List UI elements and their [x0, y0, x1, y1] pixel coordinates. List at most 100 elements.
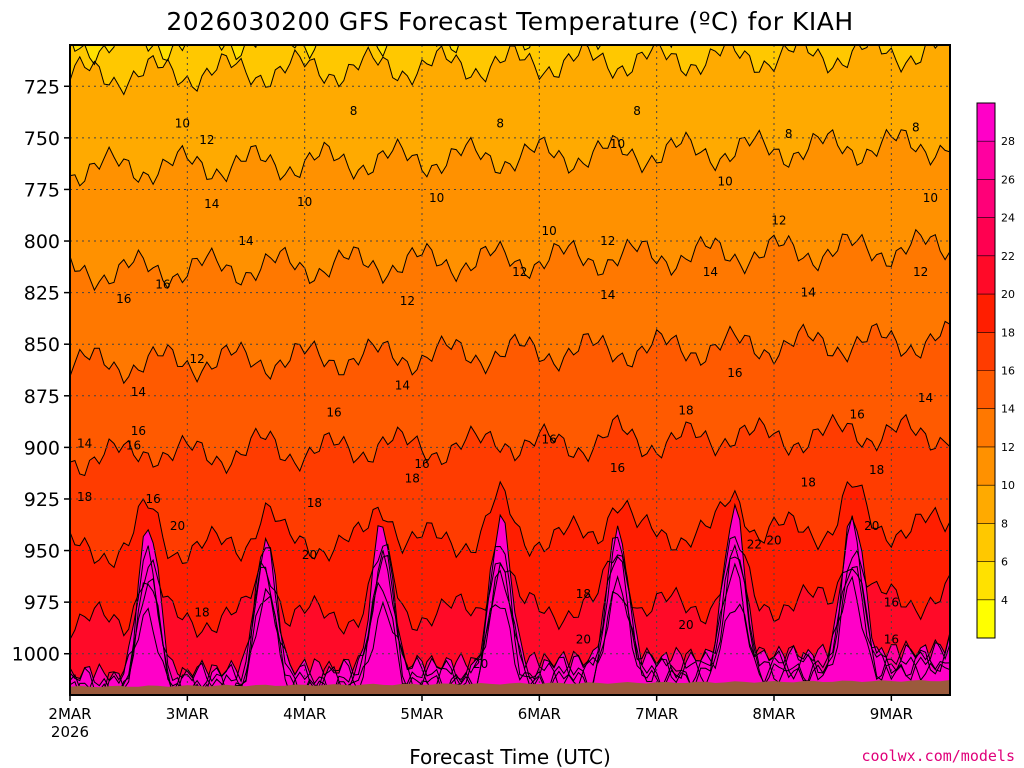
contour-label: 10: [175, 117, 190, 131]
colorbar-swatch: [977, 561, 995, 601]
isotherm-26: [75, 543, 950, 695]
contour-label: 8: [350, 104, 358, 118]
isotherm-10: [70, 128, 950, 187]
colorbar-swatch: [977, 255, 995, 295]
isotherm-28: [70, 515, 950, 695]
contour-label: 16: [155, 277, 170, 291]
contour-label: 8: [785, 127, 793, 141]
contour-label: 18: [405, 471, 420, 485]
contour-label: 10: [541, 224, 556, 238]
contour-label: 18: [576, 587, 591, 601]
contour-label: 16: [116, 292, 131, 306]
y-tick-label-975: 975: [24, 592, 60, 614]
colorbar-swatch: [977, 523, 995, 563]
colorbar-swatch: [977, 599, 995, 639]
contour-label: 14: [801, 286, 816, 300]
contour-label: 14: [131, 385, 146, 399]
contour-label: 10: [297, 195, 312, 209]
contour-label: 16: [414, 457, 429, 471]
contour-label: 16: [884, 632, 899, 646]
contour-label: 12: [199, 133, 214, 147]
contour-label: 10: [610, 137, 625, 151]
colorbar-label-28: 28: [1001, 135, 1015, 148]
isotherm-16: [70, 413, 950, 477]
x-tick-label-9MAR: 9MAR: [870, 705, 913, 723]
isotherm-12: [70, 228, 950, 292]
y-tick-label-825: 825: [24, 283, 60, 305]
colorbar-label-12: 12: [1001, 441, 1015, 454]
colorbar-swatch: [977, 446, 995, 486]
contour-label: 20: [170, 519, 185, 533]
colorbar: 4 6 8 10 12 14 16 18 20 22 24 26 28: [976, 102, 1015, 639]
contour-label: 20: [302, 548, 317, 562]
colorbar-label-24: 24: [1001, 212, 1015, 225]
contour-label: 12: [771, 214, 786, 228]
colorbar-swatch: [977, 217, 995, 257]
y-tick-label-750: 750: [24, 128, 60, 150]
colorbar-swatch: [977, 332, 995, 371]
contour-label: 16: [727, 366, 742, 380]
colorbar-label-14: 14: [1001, 403, 1015, 416]
contour-label: 8: [633, 104, 641, 118]
contour-label: 12: [913, 265, 928, 279]
colorbar-label-20: 20: [1001, 288, 1015, 301]
contour-label: 14: [238, 234, 253, 248]
contour-label: 20: [864, 519, 879, 533]
contour-label: 16: [610, 461, 625, 475]
contour-label: 12: [512, 265, 527, 279]
contour-label: 16: [541, 432, 556, 446]
y-tick-label-1000: 1000: [12, 644, 60, 666]
colorbar-swatch: [977, 141, 995, 180]
contour-label: 18: [678, 403, 693, 417]
contour-label: 18: [801, 476, 816, 490]
contour-label: 12: [400, 294, 415, 308]
temperature-band-30: [70, 504, 950, 695]
colorbar-label-26: 26: [1001, 173, 1015, 186]
contour-label: 16: [145, 492, 160, 506]
x-tick-sublabel: 2026: [51, 723, 89, 741]
isotherm-18: [70, 480, 950, 569]
contour-label: 14: [600, 288, 615, 302]
plot-border: [69, 44, 951, 696]
y-tick-label-875: 875: [24, 386, 60, 408]
isotherm-22: [70, 574, 950, 695]
colorbar-swatch: [977, 179, 995, 219]
contour-label: 14: [395, 379, 410, 393]
colorbar-swatch: [977, 370, 995, 410]
contour-label: 10: [429, 191, 444, 205]
contour-label: 10: [717, 174, 732, 188]
x-tick-label-6MAR: 6MAR: [518, 705, 561, 723]
x-axis-title: Forecast Time (UTC): [409, 745, 611, 768]
x-tick-label-8MAR: 8MAR: [752, 705, 795, 723]
y-tick-label-775: 775: [24, 179, 60, 201]
colorbar-swatch: [977, 408, 995, 448]
contour-label: 14: [77, 436, 92, 450]
y-tick-label-925: 925: [24, 489, 60, 511]
isotherm-30: [70, 502, 950, 695]
colorbar-label-6: 6: [1001, 556, 1008, 569]
contour-label: 16: [131, 424, 146, 438]
contour-label: 16: [849, 407, 864, 421]
contour-label: 20: [576, 632, 591, 646]
contour-label: 20: [766, 533, 781, 547]
y-tick-label-725: 725: [24, 76, 60, 98]
colorbar-label-4: 4: [1001, 594, 1008, 607]
colorbar-swatch: [977, 294, 995, 333]
contour-label: 16: [326, 405, 341, 419]
contour-label: 18: [869, 463, 884, 477]
x-tick-label-2MAR: 2MAR: [48, 705, 91, 723]
contour-label: 14: [204, 197, 219, 211]
x-tick-label-4MAR: 4MAR: [283, 705, 326, 723]
contour-label: 12: [600, 234, 615, 248]
colorbar-label-8: 8: [1001, 517, 1008, 530]
contour-label: 16: [884, 595, 899, 609]
credit-link[interactable]: coolwx.com/models: [861, 747, 1015, 765]
contour-label: 22: [747, 537, 762, 551]
contour-label: 18: [194, 606, 209, 620]
isotherm-24: [70, 562, 950, 695]
contour-label: 8: [912, 121, 920, 135]
colorbar-label-22: 22: [1001, 250, 1015, 263]
colorbar-label-16: 16: [1001, 365, 1015, 378]
